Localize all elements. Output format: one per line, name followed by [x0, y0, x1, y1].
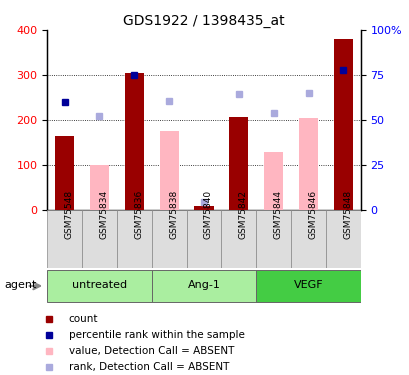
- Bar: [124, 73, 144, 210]
- Bar: [90, 165, 109, 210]
- Text: GSM75548: GSM75548: [65, 190, 73, 239]
- Bar: [117, 210, 151, 268]
- Bar: [55, 136, 74, 210]
- Bar: [298, 118, 317, 210]
- Title: GDS1922 / 1398435_at: GDS1922 / 1398435_at: [123, 13, 284, 28]
- Bar: [221, 210, 256, 268]
- Bar: [229, 117, 248, 210]
- Text: GSM75840: GSM75840: [204, 190, 212, 239]
- Bar: [256, 270, 360, 302]
- Text: GSM75838: GSM75838: [169, 190, 178, 239]
- Text: value, Detection Call = ABSENT: value, Detection Call = ABSENT: [68, 346, 234, 356]
- Text: GSM75834: GSM75834: [99, 190, 108, 239]
- Text: VEGF: VEGF: [293, 280, 323, 290]
- Text: Ang-1: Ang-1: [187, 280, 220, 290]
- Bar: [47, 210, 82, 268]
- Text: GSM75844: GSM75844: [273, 190, 282, 239]
- Text: rank, Detection Call = ABSENT: rank, Detection Call = ABSENT: [68, 362, 229, 372]
- Bar: [325, 210, 360, 268]
- Bar: [82, 210, 117, 268]
- Bar: [194, 206, 213, 210]
- Text: count: count: [68, 314, 98, 324]
- Bar: [151, 210, 186, 268]
- Text: untreated: untreated: [72, 280, 127, 290]
- Text: GSM75848: GSM75848: [343, 190, 351, 239]
- Text: GSM75836: GSM75836: [134, 190, 143, 239]
- Text: agent: agent: [4, 280, 36, 290]
- Bar: [151, 270, 256, 302]
- Bar: [263, 152, 283, 210]
- Bar: [290, 210, 325, 268]
- Bar: [186, 210, 221, 268]
- Text: GSM75842: GSM75842: [238, 190, 247, 239]
- Bar: [47, 270, 151, 302]
- Bar: [256, 210, 290, 268]
- Text: GSM75846: GSM75846: [308, 190, 317, 239]
- Bar: [159, 131, 178, 210]
- Text: percentile rank within the sample: percentile rank within the sample: [68, 330, 244, 340]
- Bar: [333, 39, 352, 210]
